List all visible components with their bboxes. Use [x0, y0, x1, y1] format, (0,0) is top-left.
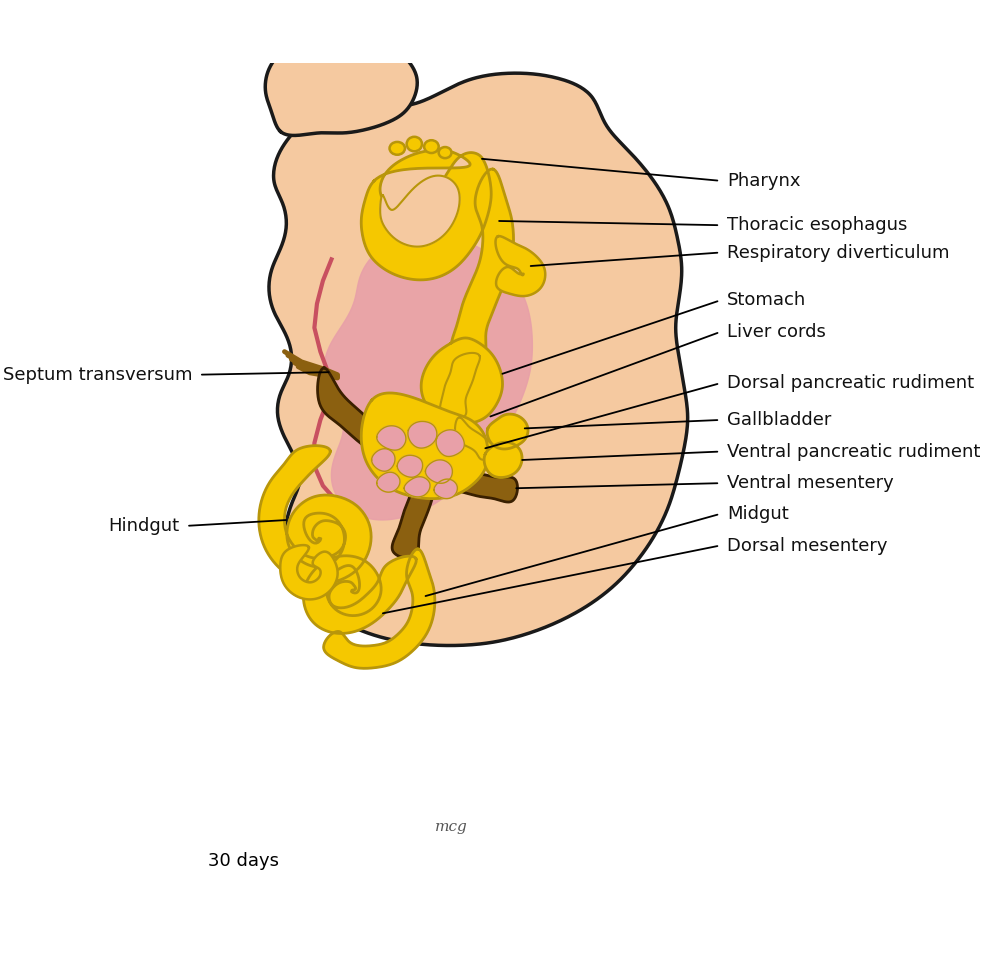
- Polygon shape: [377, 472, 400, 492]
- Polygon shape: [455, 417, 495, 460]
- Polygon shape: [495, 236, 545, 296]
- Text: Thoracic esophagus: Thoracic esophagus: [727, 217, 907, 234]
- Polygon shape: [303, 556, 416, 633]
- Polygon shape: [280, 545, 338, 600]
- Ellipse shape: [424, 140, 439, 153]
- Text: Ventral mesentery: Ventral mesentery: [727, 474, 894, 492]
- Polygon shape: [408, 421, 437, 448]
- Polygon shape: [440, 353, 480, 419]
- Ellipse shape: [439, 147, 451, 158]
- Text: Stomach: Stomach: [727, 291, 806, 310]
- Polygon shape: [372, 449, 395, 471]
- Ellipse shape: [407, 137, 422, 151]
- Text: Septum transversum: Septum transversum: [3, 366, 192, 384]
- Polygon shape: [318, 368, 442, 478]
- Polygon shape: [404, 476, 430, 497]
- Text: 30 days: 30 days: [208, 853, 279, 870]
- Text: Dorsal mesentery: Dorsal mesentery: [727, 536, 887, 555]
- Polygon shape: [397, 456, 423, 477]
- Text: Liver cords: Liver cords: [727, 323, 826, 341]
- Polygon shape: [425, 460, 452, 483]
- Polygon shape: [361, 393, 488, 499]
- Polygon shape: [436, 430, 464, 457]
- Text: Dorsal pancreatic rudiment: Dorsal pancreatic rudiment: [727, 374, 974, 392]
- Polygon shape: [439, 457, 518, 502]
- Polygon shape: [487, 415, 528, 449]
- Ellipse shape: [390, 142, 405, 155]
- Text: Pharynx: Pharynx: [727, 172, 800, 190]
- Polygon shape: [451, 170, 514, 359]
- Polygon shape: [421, 338, 503, 423]
- Text: Respiratory diverticulum: Respiratory diverticulum: [727, 244, 949, 262]
- Text: mcg: mcg: [435, 820, 467, 834]
- Text: Ventral pancreatic rudiment: Ventral pancreatic rudiment: [727, 443, 980, 461]
- Polygon shape: [434, 479, 457, 499]
- Polygon shape: [484, 442, 522, 477]
- Polygon shape: [361, 150, 491, 280]
- Polygon shape: [269, 74, 688, 646]
- Polygon shape: [324, 549, 435, 668]
- Polygon shape: [265, 35, 417, 135]
- Polygon shape: [324, 233, 532, 520]
- Text: Hindgut: Hindgut: [108, 516, 179, 535]
- Text: Gallbladder: Gallbladder: [727, 411, 831, 429]
- Polygon shape: [392, 468, 446, 559]
- Polygon shape: [380, 175, 460, 247]
- Polygon shape: [259, 446, 371, 584]
- Text: Midgut: Midgut: [727, 505, 789, 523]
- Polygon shape: [377, 425, 406, 450]
